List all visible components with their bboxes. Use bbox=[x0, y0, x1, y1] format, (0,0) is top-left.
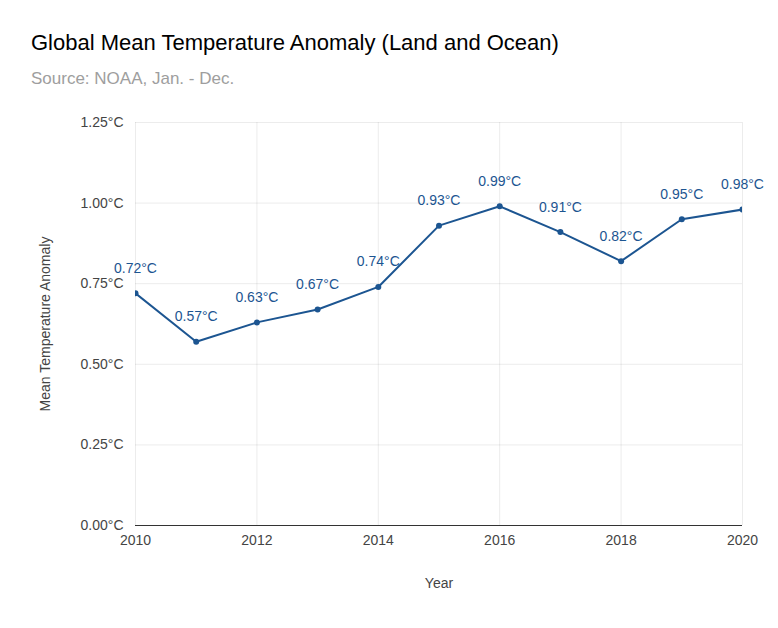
svg-text:2012: 2012 bbox=[241, 532, 272, 548]
svg-text:0.98°C: 0.98°C bbox=[721, 176, 764, 192]
svg-text:2016: 2016 bbox=[484, 532, 515, 548]
svg-text:0.25°C: 0.25°C bbox=[81, 436, 124, 452]
svg-text:0.50°C: 0.50°C bbox=[81, 356, 124, 372]
svg-text:0.67°C: 0.67°C bbox=[296, 276, 339, 292]
svg-text:1.00°C: 1.00°C bbox=[81, 195, 124, 211]
svg-text:2014: 2014 bbox=[363, 532, 394, 548]
svg-text:0.00°C: 0.00°C bbox=[81, 517, 124, 533]
svg-text:0.91°C: 0.91°C bbox=[539, 199, 582, 215]
svg-text:2010: 2010 bbox=[120, 532, 151, 548]
svg-text:0.99°C: 0.99°C bbox=[478, 173, 521, 189]
svg-text:2020: 2020 bbox=[727, 532, 758, 548]
svg-text:0.75°C: 0.75°C bbox=[81, 275, 124, 291]
svg-text:Mean Temperature Anomaly: Mean Temperature Anomaly bbox=[37, 237, 53, 412]
svg-text:1.25°C: 1.25°C bbox=[81, 114, 124, 130]
svg-text:0.93°C: 0.93°C bbox=[418, 192, 461, 208]
svg-text:0.82°C: 0.82°C bbox=[600, 228, 643, 244]
html-text:Global Mean Temperature Anomal: Global Mean Temperature Anomaly (Land an… bbox=[31, 30, 559, 55]
svg-text:2018: 2018 bbox=[606, 532, 637, 548]
html-text:Source: NOAA, Jan. - Dec.: Source: NOAA, Jan. - Dec. bbox=[31, 69, 235, 88]
svg-text:0.95°C: 0.95°C bbox=[660, 186, 703, 202]
svg-text:0.74°C: 0.74°C bbox=[357, 253, 400, 269]
svg-text:Year: Year bbox=[425, 575, 454, 591]
svg-text:0.57°C: 0.57°C bbox=[175, 308, 218, 324]
svg-text:0.72°C: 0.72°C bbox=[114, 260, 157, 276]
svg-text:0.63°C: 0.63°C bbox=[235, 289, 278, 305]
